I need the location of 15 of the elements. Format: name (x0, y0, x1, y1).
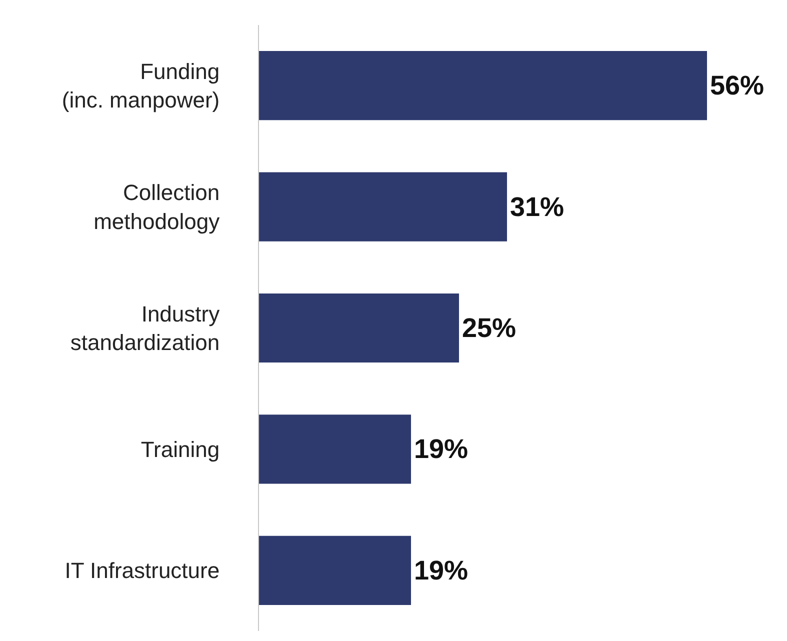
bar (259, 293, 459, 363)
y-tick-label: Funding (inc. manpower) (62, 59, 220, 113)
data-label: 31% (510, 192, 564, 222)
bar (259, 51, 707, 120)
bar (259, 172, 507, 242)
data-label: 25% (462, 313, 516, 343)
y-tick-label: Collection methodology (94, 180, 220, 234)
bar (259, 536, 411, 605)
y-tick-label: Training (140, 436, 220, 462)
y-tick-label: IT Infrastructure (64, 558, 220, 584)
y-tick-label: Industry standardization (70, 301, 220, 355)
data-label: 19% (414, 555, 468, 586)
data-label: 56% (710, 70, 764, 101)
bar (259, 414, 411, 484)
data-label: 19% (414, 434, 468, 464)
